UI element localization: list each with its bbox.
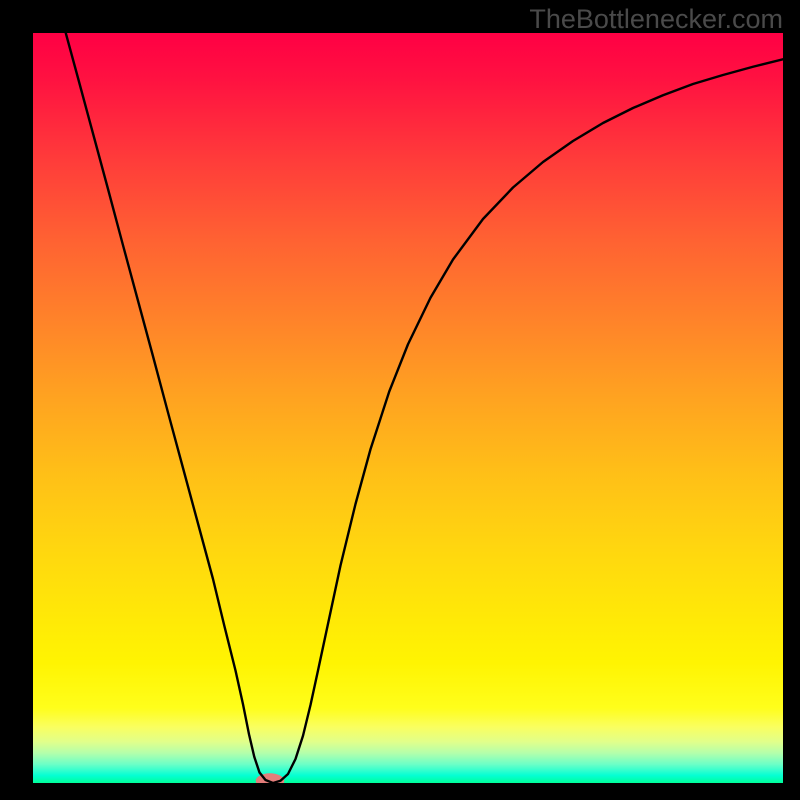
watermark-label: TheBottlenecker.com	[529, 4, 783, 35]
plot-area	[33, 33, 783, 783]
plot-svg	[33, 33, 783, 783]
chart-canvas: TheBottlenecker.com	[0, 0, 800, 800]
gradient-background	[33, 33, 783, 783]
